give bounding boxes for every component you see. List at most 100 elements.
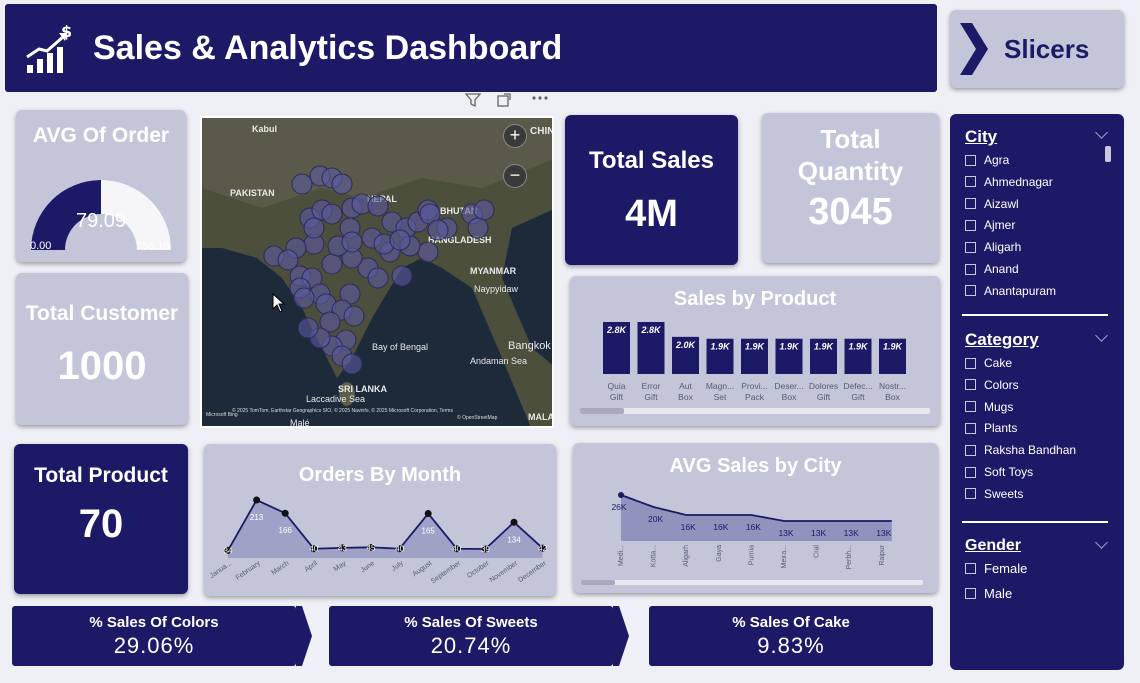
slicer-option[interactable]: Plants xyxy=(965,421,1017,435)
map-bubble[interactable] xyxy=(297,317,319,339)
chart-scrollbar-thumb[interactable] xyxy=(580,408,624,414)
checkbox-icon[interactable] xyxy=(965,563,976,574)
map-bubble[interactable] xyxy=(473,199,495,221)
avg-order-card[interactable]: AVG Of Order 79.09 0.00 158.18 xyxy=(16,110,186,262)
map-bubble[interactable] xyxy=(293,287,315,309)
more-options-icon[interactable] xyxy=(532,96,548,100)
checkbox-icon[interactable] xyxy=(965,422,976,434)
product-bar[interactable] xyxy=(741,338,768,374)
total-product-card[interactable]: Total Product 70 xyxy=(14,444,188,594)
slicer-option[interactable]: Aligarh xyxy=(965,240,1021,254)
slicer-option[interactable]: Colors xyxy=(965,378,1019,392)
chevron-down-icon[interactable] xyxy=(1095,536,1108,549)
checkbox-icon[interactable] xyxy=(965,488,976,500)
checkbox-icon[interactable] xyxy=(965,466,976,478)
map-bubble[interactable] xyxy=(341,353,363,375)
product-bar[interactable] xyxy=(603,322,630,374)
checkbox-icon[interactable] xyxy=(965,401,976,413)
orders-point[interactable] xyxy=(338,544,346,552)
total-quantity-card[interactable]: Total Quantity 3045 xyxy=(762,113,939,263)
filter-icon[interactable] xyxy=(464,93,482,108)
map-bubble[interactable] xyxy=(417,241,439,263)
checkbox-icon[interactable] xyxy=(965,219,976,231)
map-bubble[interactable] xyxy=(341,231,363,253)
checkbox-icon[interactable] xyxy=(965,198,976,210)
slicer-option[interactable]: Aizawl xyxy=(965,197,1019,211)
checkbox-icon[interactable] xyxy=(965,588,976,599)
pct-sales-cake-card[interactable]: % Sales Of Cake 9.83% xyxy=(649,606,933,666)
orders-point[interactable] xyxy=(453,545,461,553)
orders-point[interactable] xyxy=(310,545,318,553)
slicer-option[interactable]: Agra xyxy=(965,153,1009,167)
avg-sales-by-city-card[interactable]: AVG Sales by City 26K Medi... 20K Kotta... 1… xyxy=(573,443,938,593)
sales-by-product-card[interactable]: Sales by Product 2.8K Quia Gift 2.8K Error Gi… xyxy=(570,276,940,426)
checkbox-icon[interactable] xyxy=(965,285,976,297)
product-bar[interactable] xyxy=(775,338,803,374)
map-bubble[interactable] xyxy=(331,173,353,195)
checkbox-icon[interactable] xyxy=(965,241,976,253)
slicer-option[interactable]: Ajmer xyxy=(965,218,1015,232)
map-bubble[interactable] xyxy=(291,173,313,195)
total-sales-card[interactable]: Total Sales 4M xyxy=(565,115,738,265)
city-slicer-scrollbar[interactable] xyxy=(1105,146,1111,162)
chevron-down-icon[interactable] xyxy=(1095,126,1108,139)
zoom-out-button[interactable]: − xyxy=(503,164,527,188)
orders-point[interactable] xyxy=(253,496,261,504)
city-point[interactable] xyxy=(618,492,624,498)
orders-point[interactable] xyxy=(481,545,489,553)
orders-by-month-chart[interactable]: 34 Janua... 213 February 166 March 40 April 43 Ma… xyxy=(204,494,556,594)
slicer-option[interactable]: Raksha Bandhan xyxy=(965,443,1076,457)
map-bubble[interactable] xyxy=(321,253,343,275)
product-bar[interactable] xyxy=(637,322,665,374)
slicers-toggle-button[interactable]: Slicers xyxy=(950,10,1124,88)
product-bar[interactable] xyxy=(706,338,734,374)
sales-map[interactable]: Kabul PAKISTAN NEPAL BHUTAN BANGLADESH M… xyxy=(200,116,554,428)
map-bubble[interactable] xyxy=(343,305,365,327)
slicer-option[interactable]: Mugs xyxy=(965,400,1013,414)
slicer-option[interactable]: Anantapuram xyxy=(965,284,1056,298)
orders-point[interactable] xyxy=(224,546,232,554)
map-bubble[interactable] xyxy=(467,217,489,239)
checkbox-icon[interactable] xyxy=(965,154,976,166)
map-bubble[interactable] xyxy=(367,195,389,217)
map-bubble[interactable] xyxy=(319,311,341,333)
map-bubble[interactable] xyxy=(367,267,389,289)
checkbox-icon[interactable] xyxy=(965,379,976,391)
orders-point[interactable] xyxy=(539,544,547,552)
slicer-option[interactable]: Cake xyxy=(965,356,1012,370)
orders-point[interactable] xyxy=(424,510,432,518)
chart-scrollbar-track[interactable] xyxy=(581,580,923,585)
slicer-option[interactable]: Male xyxy=(965,586,1012,601)
map-bubble[interactable] xyxy=(389,229,411,251)
map-bubble[interactable] xyxy=(427,219,449,241)
slicer-option[interactable]: Female xyxy=(965,561,1027,576)
map-bubble[interactable] xyxy=(391,265,413,287)
product-bar[interactable] xyxy=(879,338,906,374)
orders-point[interactable] xyxy=(367,543,375,551)
orders-by-month-card[interactable]: Orders By Month 34 Janua... 213 February 166… xyxy=(204,444,556,596)
product-bar[interactable] xyxy=(844,338,872,374)
checkbox-icon[interactable] xyxy=(965,263,976,275)
map-bubble[interactable] xyxy=(303,217,325,239)
avg-sales-by-city-chart[interactable]: 26K Medi... 20K Kotta... 16K Aligarh 16K Gaya 16… xyxy=(573,481,938,591)
chart-scrollbar-track[interactable] xyxy=(580,408,930,414)
pct-sales-colors-card[interactable]: % Sales Of Colors 29.06% xyxy=(12,606,296,666)
orders-point[interactable] xyxy=(396,545,404,553)
chart-scrollbar-thumb[interactable] xyxy=(581,580,615,585)
slicer-option[interactable]: Ahmednagar xyxy=(965,175,1053,189)
slicer-option[interactable]: Soft Toys xyxy=(965,465,1033,479)
checkbox-icon[interactable] xyxy=(965,176,976,188)
slicer-option[interactable]: Sweets xyxy=(965,487,1023,501)
zoom-in-button[interactable]: + xyxy=(503,124,527,148)
chevron-down-icon[interactable] xyxy=(1095,329,1108,342)
slicer-option[interactable]: Anand xyxy=(965,262,1019,276)
map-bubble[interactable] xyxy=(321,203,343,225)
orders-point[interactable] xyxy=(281,509,289,517)
map-bubble[interactable] xyxy=(277,249,299,271)
checkbox-icon[interactable] xyxy=(965,357,976,369)
product-bar[interactable] xyxy=(810,338,837,374)
product-bar[interactable] xyxy=(672,336,699,374)
pct-sales-sweets-card[interactable]: % Sales Of Sweets 20.74% xyxy=(329,606,613,666)
sales-by-product-chart[interactable]: 2.8KQuiaGift2.8KErrorGift2.0KAutBox1.9KM… xyxy=(570,314,940,424)
checkbox-icon[interactable] xyxy=(965,444,976,456)
